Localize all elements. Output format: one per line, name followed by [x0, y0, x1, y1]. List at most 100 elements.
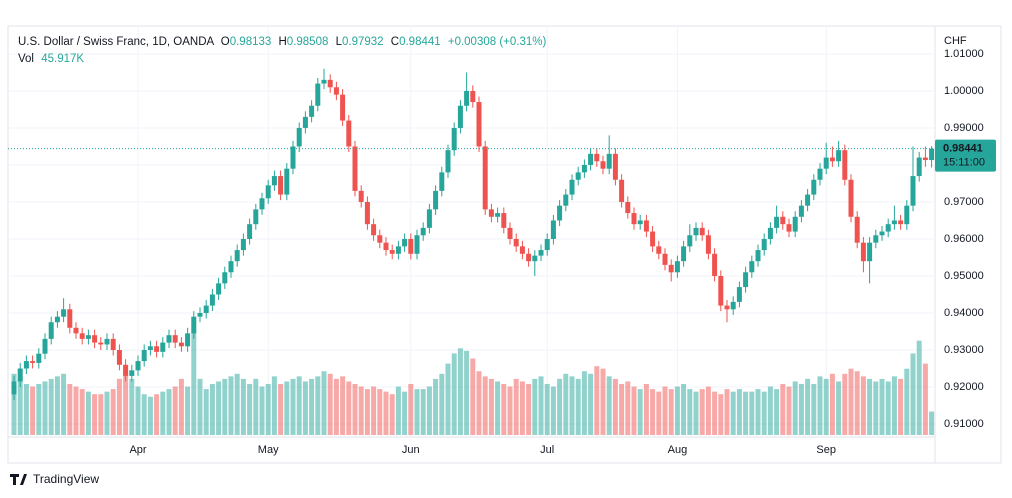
volume-bar: [48, 378, 54, 435]
candle-body: [234, 250, 240, 262]
volume-bar: [600, 368, 606, 435]
volume-bar: [377, 389, 383, 435]
volume-bar: [234, 373, 240, 435]
volume-bar: [674, 386, 680, 435]
last-price-badge: [935, 139, 996, 172]
candle-body: [371, 224, 377, 236]
change: +0.00308 (+0.31%): [448, 36, 547, 48]
candle-body: [61, 309, 67, 317]
volume-bar: [61, 373, 67, 435]
volume-bar: [85, 391, 91, 435]
candle-body: [135, 361, 141, 371]
candle-body: [352, 146, 358, 191]
volume-bar: [92, 394, 98, 435]
candle-body: [606, 153, 612, 169]
y-tick-label: 0.92000: [944, 381, 984, 393]
candle-body: [842, 150, 848, 180]
volume-bar: [780, 384, 786, 435]
candle-body: [904, 205, 910, 225]
candle-body: [358, 190, 364, 202]
volume-bar: [426, 386, 432, 435]
volume-bar: [823, 378, 829, 435]
volume-bar: [805, 378, 811, 435]
volume-bar: [216, 381, 222, 435]
candle-layer: [11, 68, 935, 400]
volume-bar: [321, 371, 327, 435]
candle-body: [79, 333, 85, 339]
candle-body: [464, 90, 470, 106]
candle-body: [879, 231, 885, 236]
volume-bar: [178, 378, 184, 435]
volume-bar: [885, 381, 891, 435]
l-value: 0.97932: [342, 36, 384, 48]
volume-bar: [829, 373, 835, 435]
h-label: H: [278, 36, 286, 48]
volume-bar: [724, 389, 730, 435]
volume-bar: [470, 358, 476, 435]
volume-bar: [135, 386, 141, 435]
volume-bar: [774, 389, 780, 435]
o-value: 0.98133: [230, 36, 272, 48]
volume-bar: [160, 391, 166, 435]
volume-bar: [395, 386, 401, 435]
volume-bar: [557, 378, 563, 435]
volume-bar: [712, 391, 718, 435]
x-tick-label: Jun: [402, 444, 420, 456]
candle-body: [910, 176, 916, 206]
volume-legend: Vol 45.917K: [18, 53, 84, 65]
candle-body: [172, 335, 178, 343]
volume-bar: [898, 378, 904, 435]
volume-bar: [445, 363, 451, 435]
volume-bar: [203, 389, 209, 435]
volume-bar: [42, 381, 48, 435]
volume-bar: [352, 384, 358, 435]
y-tick-label: 1.01000: [944, 48, 984, 60]
volume-bar: [904, 368, 910, 435]
volume-bar: [191, 333, 197, 435]
candle-body: [290, 146, 296, 169]
volume-bar: [650, 389, 656, 435]
candle-body: [805, 194, 811, 206]
volume-bar: [507, 386, 513, 435]
volume-bar: [495, 381, 501, 435]
volume-bar: [761, 391, 767, 435]
volume-bar: [606, 376, 612, 435]
volume-bar: [228, 376, 234, 435]
volume-bar: [476, 371, 482, 435]
volume-bar: [30, 386, 36, 435]
candle-body: [278, 176, 284, 195]
candle-body: [265, 185, 271, 199]
candle-body: [389, 250, 395, 254]
candle-body: [662, 253, 668, 265]
volume-bar: [817, 376, 823, 435]
volume-bar: [656, 391, 662, 435]
volume-bar: [922, 363, 928, 435]
candle-body: [160, 342, 166, 352]
volume-bar: [154, 394, 160, 435]
volume-bar: [891, 376, 897, 435]
y-tick-label: 0.99000: [944, 122, 984, 134]
candle-body: [507, 227, 513, 239]
volume-bar: [98, 394, 104, 435]
h-value: 0.98508: [287, 36, 329, 48]
volume-bar: [526, 384, 532, 435]
candle-body: [321, 79, 327, 84]
candle-body: [42, 338, 48, 354]
volume-bar: [693, 391, 699, 435]
volume-bar: [519, 381, 525, 435]
candle-body: [247, 224, 253, 239]
last-price-label: 0.98441: [943, 143, 983, 155]
candle-body: [693, 227, 699, 236]
y-tick-label: 0.97000: [944, 196, 984, 208]
candle-body: [433, 190, 439, 210]
volume-bar: [414, 389, 420, 435]
volume-bar: [705, 386, 711, 435]
candle-body: [885, 224, 891, 232]
volume-bar: [867, 378, 873, 435]
volume-bar: [340, 376, 346, 435]
volume-bar: [265, 384, 271, 435]
volume-bar: [730, 391, 736, 435]
candle-body: [594, 153, 600, 162]
volume-bar: [575, 378, 581, 435]
candle-body: [544, 238, 550, 251]
